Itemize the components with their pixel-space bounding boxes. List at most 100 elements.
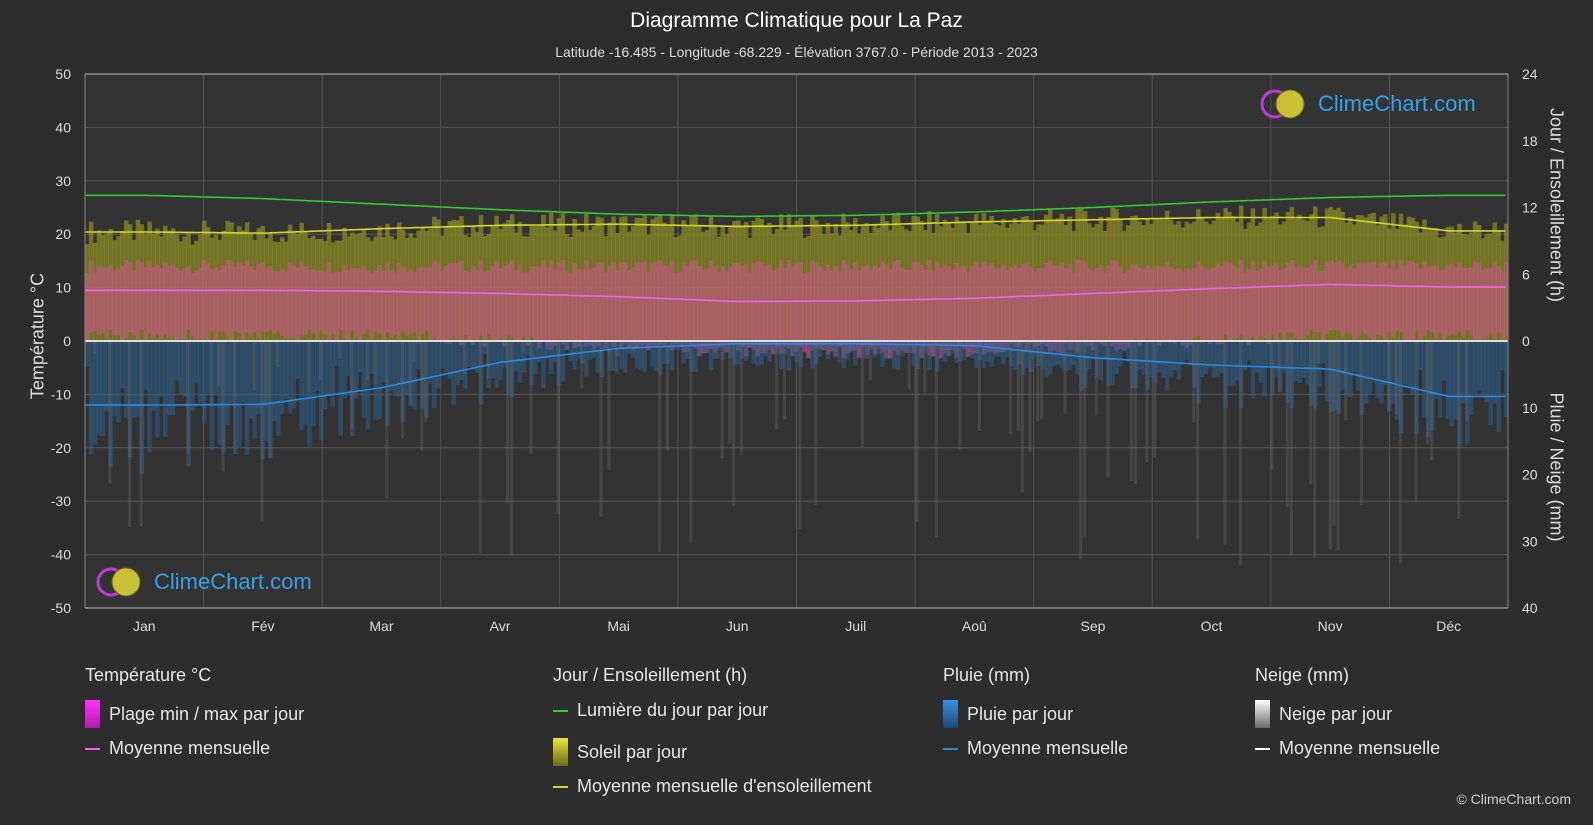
rain-bar xyxy=(853,341,858,366)
rain-bar xyxy=(903,341,909,352)
rain-bar xyxy=(159,341,164,397)
temp-range-bar xyxy=(1055,265,1061,353)
rain-bar xyxy=(946,341,952,357)
rain-bar xyxy=(174,341,180,381)
rain-bar xyxy=(1024,341,1030,368)
snow-bar xyxy=(837,341,841,363)
temp-range-bar xyxy=(642,261,648,346)
snow-bar xyxy=(739,341,744,456)
temp-range-bar xyxy=(587,269,593,346)
rain-swatch xyxy=(943,700,958,728)
temp-range-bar xyxy=(927,259,932,356)
snow-bar xyxy=(1083,341,1087,537)
temp-range-bar xyxy=(1012,264,1018,348)
rain-bar xyxy=(1133,341,1139,389)
temp-range-bar xyxy=(123,259,129,339)
rain-bar xyxy=(1496,341,1501,433)
rain-bar xyxy=(467,341,472,368)
temp-range-bar xyxy=(1071,272,1076,343)
rain-bar xyxy=(576,341,581,360)
sunshine-swatch xyxy=(553,738,568,766)
snow-bar xyxy=(1129,341,1133,481)
temp-range-bar xyxy=(533,266,538,342)
temp-range-bar xyxy=(747,272,753,348)
rain-bar xyxy=(1203,341,1209,375)
temp-range-bar xyxy=(315,270,320,339)
temp-range-bar xyxy=(131,270,137,336)
snow-bar xyxy=(814,341,818,505)
temp-range-bar xyxy=(342,264,347,339)
rain-bar xyxy=(1301,341,1306,378)
temp-range-bar xyxy=(346,269,351,341)
temp-range-bar xyxy=(595,262,601,347)
rain-bar xyxy=(1242,341,1248,370)
temp-range-bar xyxy=(416,267,421,344)
rain-bar xyxy=(155,341,160,438)
rain-bar xyxy=(443,341,449,375)
legend-snow-head: Neige (mm) xyxy=(1255,665,1350,685)
rain-bar xyxy=(568,341,573,362)
temp-range-bar xyxy=(868,270,874,349)
temp-range-bar xyxy=(888,269,893,359)
rain-bar xyxy=(950,341,955,354)
rain-bar xyxy=(506,341,511,396)
sun-mean-swatch xyxy=(553,785,568,788)
temp-range-bar xyxy=(743,263,749,357)
rain-bar xyxy=(669,341,675,371)
rain-bar xyxy=(876,341,881,356)
snow-bar xyxy=(934,341,939,538)
rain-bar xyxy=(357,341,363,373)
left-tick-label: 30 xyxy=(55,173,71,189)
month-label: Jan xyxy=(133,618,156,634)
snow-bar xyxy=(1344,341,1348,421)
rain-bar xyxy=(1391,341,1396,405)
rain-bar xyxy=(1032,341,1037,358)
temp-range-bar xyxy=(201,259,207,338)
rain-bar xyxy=(1371,341,1377,383)
rain-bar xyxy=(1114,341,1119,375)
rain-bar xyxy=(1164,341,1170,392)
snow-bar xyxy=(673,341,677,345)
temp-range-bar xyxy=(1371,261,1377,342)
rain-bar xyxy=(638,341,644,370)
temp-range-bar xyxy=(661,264,667,348)
rain-bar xyxy=(962,341,967,361)
rain-bar xyxy=(315,341,320,392)
snow-bar xyxy=(915,341,919,522)
snow-bar xyxy=(1079,341,1083,560)
left-tick-label: -30 xyxy=(51,493,71,509)
temp-range-bar xyxy=(545,267,550,350)
temp-range-bar xyxy=(307,269,312,330)
snow-bar xyxy=(276,341,280,367)
temp-range-bar xyxy=(1231,265,1236,340)
legend-rain-head: Pluie (mm) xyxy=(943,665,1031,685)
snow-bar xyxy=(108,341,112,484)
temp-range-bar xyxy=(478,260,484,337)
temp-range-bar xyxy=(1001,264,1006,353)
temp-range-bar xyxy=(1496,266,1501,333)
rain-bar xyxy=(1336,341,1341,414)
rain-bar xyxy=(833,341,839,358)
rain-bar xyxy=(587,341,593,360)
temp-range-bar xyxy=(767,264,772,350)
rain-bar xyxy=(1437,341,1443,418)
temp-range-bar xyxy=(1410,261,1416,340)
snow-bar xyxy=(221,341,225,472)
snow-bar xyxy=(1285,341,1289,507)
rain-bar xyxy=(424,341,429,418)
rain-bar xyxy=(135,341,141,417)
temp-range-bar xyxy=(330,272,336,335)
rain-bar xyxy=(509,341,515,398)
snow-bar xyxy=(1036,341,1040,422)
temp-range-bar xyxy=(1125,269,1131,349)
temp-range-bar xyxy=(1437,270,1443,334)
rain-bar xyxy=(1285,341,1291,404)
temp-range-bar xyxy=(763,266,768,354)
rain-bar xyxy=(1106,341,1111,386)
daylight-line xyxy=(85,194,1505,218)
temp-range-bar xyxy=(276,271,281,332)
temp-range-bar xyxy=(591,267,597,352)
temp-range-bar xyxy=(498,268,503,339)
rain-bar xyxy=(658,341,663,375)
rain-bar xyxy=(845,341,850,361)
